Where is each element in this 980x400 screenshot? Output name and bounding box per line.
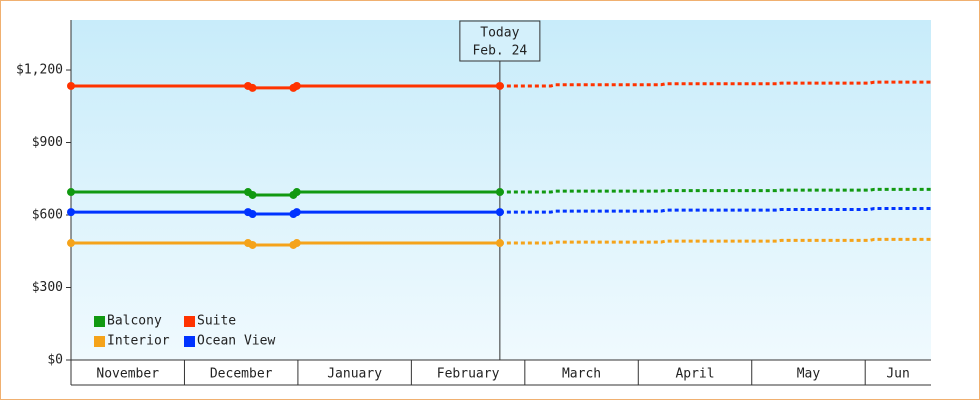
point (292, 81, 301, 90)
x-tick-label: April (675, 367, 714, 382)
legend-label: Suite (197, 314, 236, 329)
x-tick-label: November (96, 367, 159, 382)
series-line (71, 241, 500, 247)
today-box (459, 20, 541, 62)
x-tick-label: May (797, 367, 821, 382)
legend-swatch (94, 316, 105, 327)
point (248, 83, 257, 92)
forecast-line (499, 187, 931, 194)
y-tick-label: $900 (32, 135, 63, 150)
today-label: Feb. 24 (472, 44, 527, 59)
legend-swatch (184, 336, 195, 347)
x-tick-label: Jun (886, 367, 909, 382)
point (292, 239, 301, 248)
point (67, 239, 75, 248)
y-tick-label: $0 (47, 353, 63, 368)
x-tick-label: March (562, 367, 601, 382)
point (292, 208, 301, 217)
point (495, 81, 504, 90)
point (248, 240, 257, 249)
point (495, 208, 504, 217)
forecast-line (499, 237, 931, 245)
legend-swatch (184, 316, 195, 327)
forecast-line (499, 80, 931, 88)
point (67, 188, 75, 197)
series-line (71, 84, 500, 90)
y-tick-label: $1,200 (16, 63, 63, 78)
forecast-line (499, 206, 931, 214)
point (292, 188, 301, 197)
x-tick-label: December (210, 367, 273, 382)
legend-label: Interior (107, 334, 170, 349)
today-label: Today (480, 26, 519, 41)
point (248, 190, 257, 199)
point (495, 239, 504, 248)
x-tick-label: January (327, 367, 382, 382)
x-tick-label: February (437, 367, 500, 382)
legend-label: Ocean View (197, 334, 275, 349)
y-tick-label: $300 (32, 280, 63, 295)
legend-swatch (94, 336, 105, 347)
y-tick-label: $600 (32, 208, 63, 223)
series-line (71, 210, 500, 216)
series-line (71, 190, 500, 197)
point (495, 188, 504, 197)
legend-label: Balcony (107, 314, 162, 329)
point (67, 208, 75, 217)
point (248, 210, 257, 219)
point (67, 81, 75, 90)
